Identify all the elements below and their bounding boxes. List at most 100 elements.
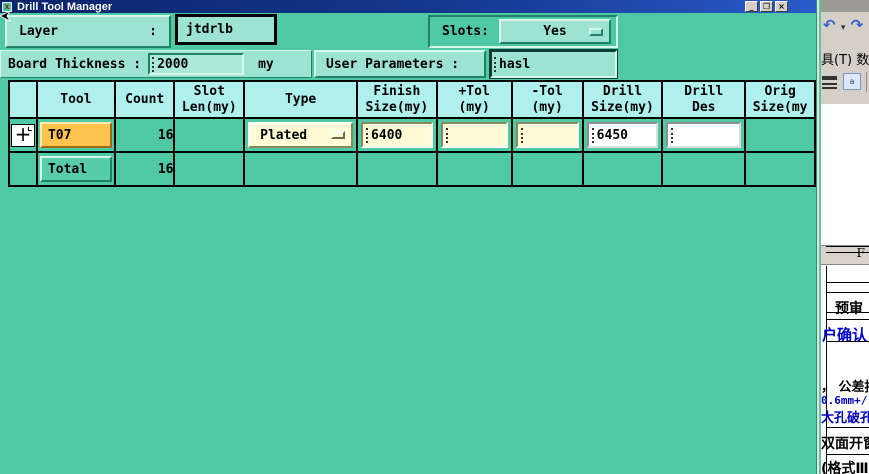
undo-icon[interactable]: ↶ [823,16,836,34]
plus-tol-input[interactable] [440,122,508,148]
document-table-hline [826,252,869,253]
background-document-window: ↶ ▾ ↷ 具(T) 数 a F 预审 户确认 ， 公差按 0.6mm+/ 大孔… [821,0,869,474]
plus-tol-cell [435,117,513,153]
finish-size-input[interactable]: 6400 [361,122,433,148]
drill-size-cell: 6450 [581,117,664,153]
insert-table-icon[interactable]: a [843,73,861,90]
count-cell: 16 [113,117,176,153]
board-thickness-label: Board Thickness : [8,56,142,72]
layer-colon: : [149,24,157,39]
menu-bar-fragment[interactable]: 具(T) 数 [821,53,869,68]
type-cell: Plated [243,117,359,153]
text-caret [494,56,496,72]
user-parameters-label: User Parameters : [326,56,460,72]
minus-tol-cell [510,117,584,153]
header-slot-len: Slot Len(my) [173,80,246,119]
plus-glyph: + [14,121,32,146]
total-icon-cell [8,151,38,187]
document-table-vline [826,266,827,474]
mouse-cursor [0,10,12,22]
empty-cell [356,151,438,187]
titlebar[interactable]: x Drill Tool Manager _ ❐ × [0,0,816,13]
slots-panel: Slots: Yes [428,15,618,48]
header-drill-des: Drill Des [661,80,747,119]
layer-label: Layer [19,24,59,39]
user-parameters-input[interactable]: hasl [489,49,618,79]
text-caret [520,127,523,143]
empty-cell [581,151,664,187]
window-title: Drill Tool Manager [17,0,113,13]
total-count-cell: 16 [113,151,176,187]
app-icon: x [2,1,12,12]
empty-cell [243,151,359,187]
close-button[interactable]: × [775,1,788,12]
header-count: Count [113,80,176,119]
document-cell-confirm: 户确认 [822,326,868,344]
document-area: F 预审 户确认 ， 公差按 0.6mm+/ 大孔破孔 双面开窗 (格式Ⅲ [821,104,869,474]
drill-tool-table: Tool Count Slot Len(my) Type Finish Size(m… [8,80,816,187]
drill-size-input[interactable]: 6450 [586,122,659,148]
slots-dropdown[interactable]: Yes [498,19,611,44]
board-thickness-bar: Board Thickness : 2000 my [0,50,312,78]
header-finish-size: Finish Size(my) [356,80,438,119]
slots-label: Slots: [442,24,489,39]
header-row: Tool Count Slot Len(my) Type Finish Size(m… [8,80,816,119]
document-fragment-hole: 大孔破孔 [821,411,869,426]
empty-cell [173,151,246,187]
header-plus-tol: +Tol (my) [435,80,513,119]
empty-cell [435,151,513,187]
drill-des-cell [661,117,747,153]
total-row: Total 16 [8,151,816,187]
notch-glyph [27,126,32,131]
header-type: Type [243,80,359,119]
toolbar-separator [866,72,867,92]
row-icon-cell: + [8,117,38,153]
undo-dropdown-icon[interactable]: ▾ [840,23,846,33]
layer-input[interactable]: jtdrlb [175,14,277,45]
drill-tool-manager-window: x Drill Tool Manager _ ❐ × Layer : jtdrl… [0,0,816,187]
window-edge-strip [816,0,820,474]
align-text-icon[interactable] [822,76,837,89]
document-table-hline [826,282,869,283]
document-table-hline [826,246,869,247]
text-caret [445,127,448,143]
header-minus-tol: -Tol (my) [510,80,584,119]
text-caret [366,127,369,143]
drill-des-input[interactable] [666,122,742,148]
drill-symbol-icon[interactable]: + [10,121,35,147]
board-thickness-input[interactable]: 2000 [148,53,245,75]
board-thickness-unit: my [258,56,274,72]
maximize-button[interactable]: ❐ [760,1,773,12]
dropdown-indicator-icon [588,27,603,36]
total-label-cell: Total [35,151,116,187]
header-orig-size: Orig Size(my [744,80,816,119]
header-drill-size: Drill Size(my) [581,80,664,119]
user-parameters-label-panel[interactable]: User Parameters : [314,50,486,78]
document-fragment-window: 双面开窗 [821,436,869,452]
document-column-header: F [821,245,869,265]
orig-size-cell [744,117,816,153]
document-table-hline [826,341,869,342]
document-fragment-format: (格式Ⅲ [821,461,869,474]
slot-len-cell [173,117,246,153]
total-button[interactable]: Total [39,156,112,182]
document-table-hline [826,312,869,313]
text-caret [152,56,155,72]
redo-icon[interactable]: ↷ [850,16,864,34]
header-tool: Tool [35,80,116,119]
table-row: + T07 16 Plated [8,117,816,153]
dropdown-indicator-icon [331,131,346,139]
finish-size-cell: 6400 [356,117,438,153]
minus-tol-input[interactable] [515,122,579,148]
tool-button[interactable]: T07 [39,122,112,148]
header-icon-col [8,80,38,119]
document-fragment-mm: 0.6mm+/ [821,394,868,407]
empty-cell [744,151,816,187]
undo-redo-toolbar[interactable]: ↶ ▾ ↷ [823,16,863,34]
document-table-hline [826,427,869,428]
type-dropdown[interactable]: Plated [248,122,354,148]
background-titlebar-fragment [821,0,869,12]
minimize-button[interactable]: _ [745,1,758,12]
document-cell-review: 预审 [827,292,869,320]
